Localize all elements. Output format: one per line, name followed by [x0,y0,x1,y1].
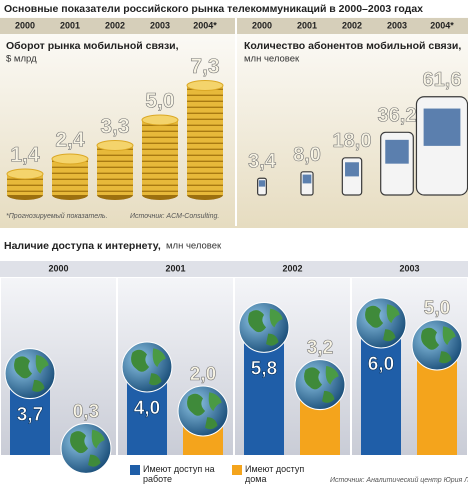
coin-stack [7,174,43,195]
x-tick-label: 2001 [60,20,80,30]
value-label: 5,8 [251,358,277,379]
x-tick-label: 2000 [48,263,68,273]
coin-top [96,140,134,151]
footnote: *Прогнозируемый показатель. [6,212,108,220]
legend-swatch [232,465,242,475]
value-label: 7,3 [190,55,219,78]
chart-subtitle: млн человек [166,241,222,252]
coin-top [51,153,89,165]
x-tick-label: 2003 [399,263,419,273]
x-tick-label: 2002 [105,20,125,30]
value-label: 3,2 [307,338,333,359]
value-label: 5,0 [424,298,450,319]
value-label: 18,0 [333,130,372,152]
coin-stack [52,159,88,195]
coin-top [141,114,179,126]
x-tick-label: 2001 [165,263,185,273]
value-label: 0,3 [73,401,99,422]
legend-swatch [130,465,140,475]
value-label: 3,4 [248,151,277,173]
x-tick-label: 2002 [342,20,362,30]
x-tick-label: 2004* [193,20,217,30]
x-tick-label: 2003 [150,20,170,30]
globe [411,319,463,371]
x-tick-label: 2003 [387,20,407,30]
globe [355,297,407,349]
value-label: 3,3 [100,115,129,138]
globe [4,348,56,400]
coin-top [6,168,44,180]
value-label: 2,0 [190,364,216,385]
globe [238,301,290,353]
value-label: 4,0 [134,398,160,419]
phone-screen [345,162,359,177]
source: Источник: ACM-Consulting. [130,213,219,220]
coin-top [186,80,224,91]
x-tick-label: 2004* [430,20,454,30]
value-label: 5,0 [145,90,174,113]
chart-title: Количество абонентов мобильной связи, [244,40,461,52]
chart-title: Наличие доступа к интернету, [4,240,161,252]
x-tick-label: 2002 [282,263,302,273]
value-label: 6,0 [368,354,394,375]
chart-subtitle: млн человек [244,54,300,65]
value-label: 2,4 [55,129,85,152]
coin-stack [187,85,223,195]
value-label: 61,6 [423,69,462,91]
globe [60,422,112,474]
title-bar [0,0,468,17]
value-label: 1,4 [10,144,40,167]
legend-label: Имеют доступ дома [245,464,305,484]
phone-screen [423,108,461,146]
globe [177,385,229,437]
chart-subtitle: $ млрд [6,54,37,65]
coin-stack [142,120,178,195]
phone-screen [385,139,409,164]
phone-screen [302,174,312,184]
value-label: 8,0 [293,144,321,166]
x-tick-label: 2000 [15,20,35,30]
source: Источник: Аналитический центр Юрия Левад… [330,476,468,484]
main-title: Основные показатели российского рынка те… [4,3,423,15]
phone-screen [258,180,266,187]
globe [294,359,346,411]
value-label: 3,7 [17,405,43,426]
chart-title: Оборот рынка мобильной связи, [6,40,179,52]
globe [121,341,173,393]
year-row [0,18,468,34]
legend-label: Имеют доступ на работе [143,464,215,484]
coin-stack [97,145,133,195]
value-label: 36,2 [378,105,417,127]
x-tick-label: 2001 [297,20,317,30]
x-tick-label: 2000 [252,20,272,30]
year-row [0,261,468,277]
